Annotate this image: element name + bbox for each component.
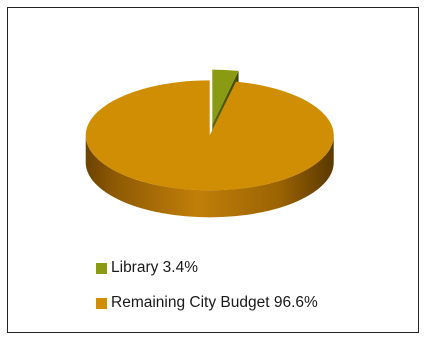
legend-swatch-library <box>96 262 107 274</box>
legend-swatch-remaining-city-budget <box>96 297 107 309</box>
pie-slice-remaining-city-budget <box>85 80 334 218</box>
legend-item-library: Library 3.4% <box>96 258 318 278</box>
legend-item-remaining-city-budget: Remaining City Budget 96.6% <box>96 293 318 313</box>
pie-top-library <box>212 69 239 125</box>
pie-top-remaining-city-budget <box>85 80 334 191</box>
pie-side-remaining-city-budget <box>85 135 334 218</box>
legend-label-remaining-city-budget: Remaining City Budget 96.6% <box>111 294 318 311</box>
chart-legend: Library 3.4% Remaining City Budget 96.6% <box>96 258 318 328</box>
legend-label-library: Library 3.4% <box>111 259 199 276</box>
